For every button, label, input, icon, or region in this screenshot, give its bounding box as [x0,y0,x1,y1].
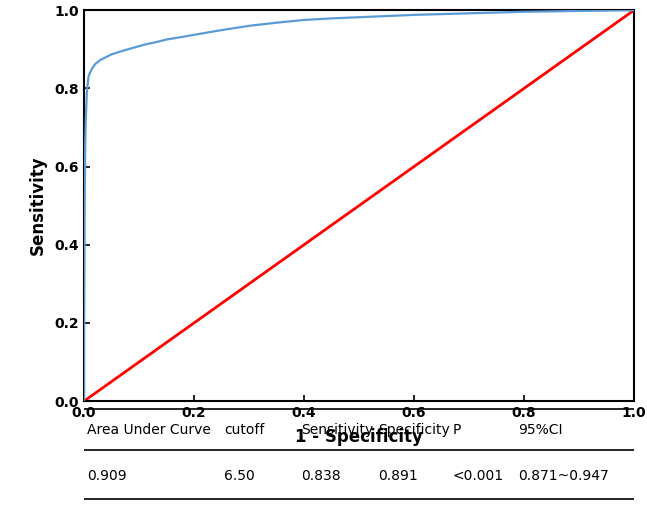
Text: Specificity: Specificity [378,423,450,437]
Text: 95%CI: 95%CI [518,423,563,437]
X-axis label: 1 - Specificity: 1 - Specificity [295,428,423,446]
Text: 0.909: 0.909 [87,469,126,483]
Text: 0.838: 0.838 [302,469,341,483]
Text: P: P [453,423,461,437]
Y-axis label: Sensitivity: Sensitivity [28,156,47,256]
Text: Sensitivity: Sensitivity [302,423,373,437]
Text: Area Under Curve: Area Under Curve [87,423,211,437]
Text: 0.871~0.947: 0.871~0.947 [518,469,609,483]
Text: 0.891: 0.891 [378,469,418,483]
Text: cutoff: cutoff [225,423,265,437]
Text: <0.001: <0.001 [453,469,504,483]
Text: 6.50: 6.50 [225,469,255,483]
